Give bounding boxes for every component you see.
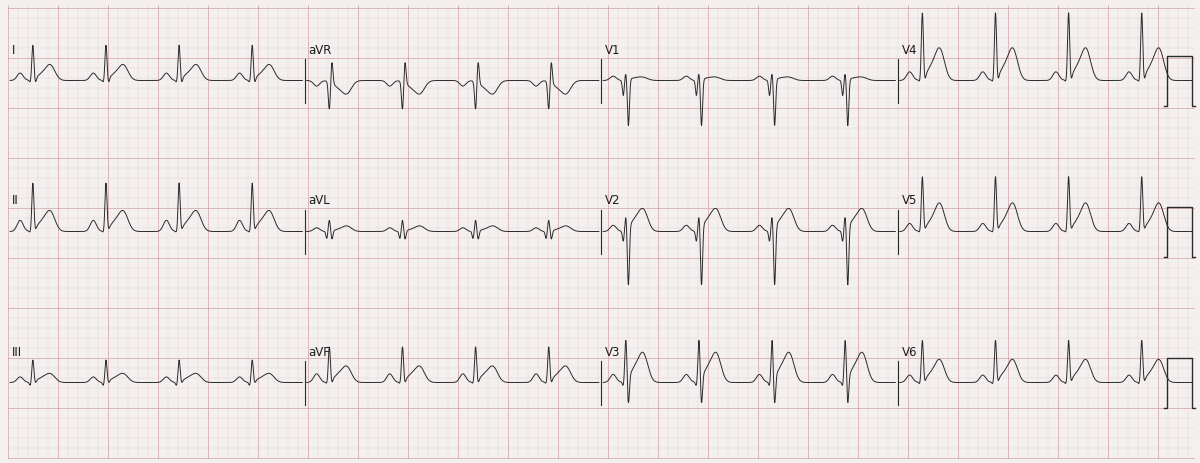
Text: V5: V5 bbox=[901, 194, 917, 207]
Text: V4: V4 bbox=[901, 44, 917, 56]
Text: V1: V1 bbox=[605, 44, 620, 56]
Text: V6: V6 bbox=[901, 345, 917, 358]
Text: aVR: aVR bbox=[308, 44, 332, 56]
Text: I: I bbox=[12, 44, 16, 56]
Text: II: II bbox=[12, 194, 19, 207]
Text: aVL: aVL bbox=[308, 194, 330, 207]
Text: III: III bbox=[12, 345, 22, 358]
Text: aVF: aVF bbox=[308, 345, 330, 358]
Text: V2: V2 bbox=[605, 194, 620, 207]
Text: V3: V3 bbox=[605, 345, 620, 358]
